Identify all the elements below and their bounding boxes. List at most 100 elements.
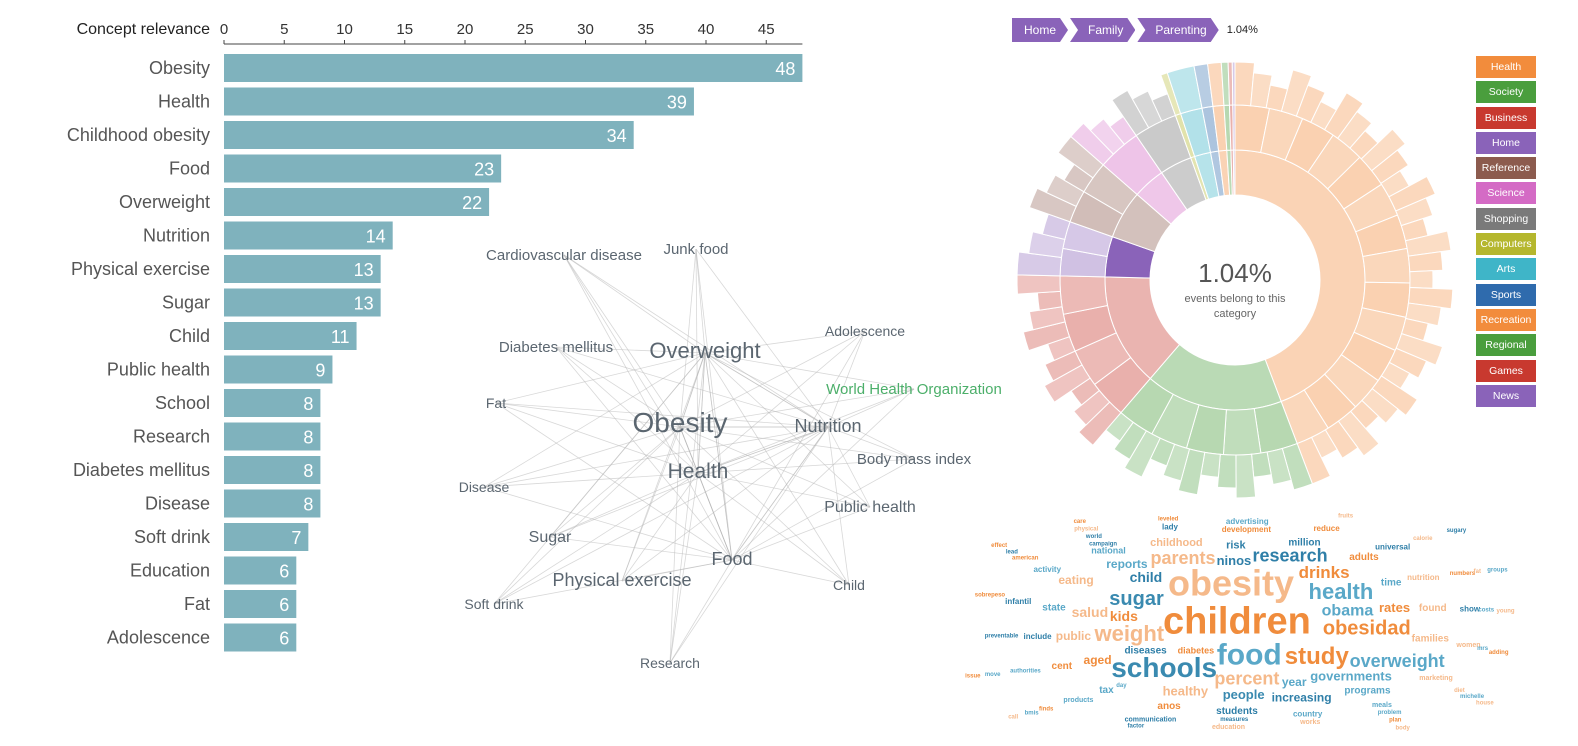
network-node-label[interactable]: Overweight <box>649 338 760 363</box>
sunburst-segment-home[interactable] <box>1016 213 1156 279</box>
network-edge <box>695 248 706 354</box>
network-node-label[interactable]: Research <box>640 655 700 671</box>
network-node-label[interactable]: Food <box>711 549 752 569</box>
network-node-label[interactable]: Sugar <box>529 529 572 546</box>
sunburst-segment-society[interactable] <box>1105 343 1314 499</box>
bar[interactable] <box>224 489 321 518</box>
bar[interactable] <box>224 590 297 618</box>
network-node-label[interactable]: World Health Organization <box>826 381 1002 398</box>
network-node-label[interactable]: Soft drink <box>464 596 524 612</box>
legend-item-home[interactable]: Home <box>1476 131 1536 154</box>
legend-item-health[interactable]: Health <box>1476 56 1536 78</box>
network-node-label[interactable]: Adolescence <box>825 323 905 339</box>
bar[interactable] <box>224 456 321 484</box>
word-cloud-word: education <box>1212 724 1245 731</box>
network-node-label[interactable]: Junk food <box>663 241 728 258</box>
bar[interactable] <box>224 87 694 116</box>
bar[interactable] <box>224 355 333 384</box>
word-cloud-word: diabetes <box>1178 645 1215 655</box>
legend-item-business[interactable]: Business <box>1476 106 1536 129</box>
word-cloud-word: ninos <box>1217 553 1252 568</box>
legend-item-shopping[interactable]: Shopping <box>1476 207 1536 230</box>
category-sunburst-chart[interactable]: 1.04% events belong to this category <box>1000 55 1470 505</box>
sunburst-segment-reference[interactable] <box>1028 135 1172 253</box>
network-node-label[interactable]: Physical exercise <box>552 570 691 590</box>
bar[interactable] <box>224 121 634 149</box>
word-cloud-word: world <box>1085 534 1102 540</box>
legend-item-computers[interactable]: Computers <box>1476 233 1536 256</box>
network-node-label[interactable]: Nutrition <box>794 416 861 436</box>
word-cloud-word: nutrition <box>1407 573 1440 582</box>
bar[interactable] <box>224 389 321 417</box>
bar[interactable] <box>224 322 357 350</box>
sunburst-arc[interactable] <box>1232 149 1236 196</box>
legend-item-reference[interactable]: Reference <box>1476 157 1536 180</box>
bar-value-label: 8 <box>303 495 313 515</box>
legend-item-arts[interactable]: Arts <box>1476 258 1536 281</box>
bar[interactable] <box>224 422 321 451</box>
bar[interactable] <box>224 255 381 283</box>
bar[interactable] <box>224 623 297 652</box>
bar[interactable] <box>224 154 502 183</box>
sunburst-segment-sports[interactable] <box>1193 63 1225 198</box>
sunburst-arc[interactable] <box>1222 408 1262 456</box>
bar-value-label: 13 <box>354 294 374 314</box>
sunburst-center-value: 1.04% <box>1198 258 1272 288</box>
network-edge <box>704 352 733 561</box>
legend-item-regional[interactable]: Regional <box>1476 334 1536 357</box>
sunburst-arc[interactable] <box>1231 61 1236 106</box>
network-node-label[interactable]: Cardiovascular disease <box>486 247 642 264</box>
network-edge <box>827 388 915 428</box>
sunburst-arc[interactable] <box>1036 290 1063 311</box>
word-cloud-word: authorities <box>1010 669 1041 675</box>
bar-value-label: 7 <box>291 528 301 548</box>
network-node-label[interactable]: Public health <box>824 499 916 516</box>
breadcrumb-parenting[interactable]: Parenting <box>1137 18 1218 42</box>
legend-item-news[interactable]: News <box>1476 384 1536 407</box>
legend-item-sports[interactable]: Sports <box>1476 283 1536 306</box>
sunburst-segment-business[interactable] <box>1016 274 1181 446</box>
bar[interactable] <box>224 54 803 82</box>
word-cloud-word: care <box>1074 519 1087 525</box>
word-cloud-word: healthy <box>1163 684 1209 699</box>
bar[interactable] <box>224 523 309 551</box>
network-edge <box>704 330 866 354</box>
word-cloud-word: fruits <box>1338 513 1354 519</box>
sunburst-arc[interactable] <box>1235 453 1257 499</box>
network-node-label[interactable]: Child <box>833 577 865 593</box>
bar[interactable] <box>224 221 393 250</box>
word-cloud-word: anos <box>1157 701 1181 712</box>
category-label: School <box>155 393 210 413</box>
network-node-label[interactable]: Disease <box>459 479 510 495</box>
network-node-label[interactable]: Body mass index <box>857 451 972 468</box>
word-cloud-word: found <box>1419 603 1447 614</box>
breadcrumb-home[interactable]: Home <box>1012 18 1068 42</box>
legend-item-society[interactable]: Society <box>1476 81 1536 104</box>
sunburst-segment-health[interactable] <box>1234 61 1454 485</box>
sunburst-arc[interactable] <box>1232 104 1236 151</box>
network-node-label[interactable]: Diabetes mellitus <box>499 339 613 356</box>
network-node-label[interactable]: Health <box>668 460 729 483</box>
sunburst-segment-arts[interactable] <box>1166 65 1220 200</box>
sunburst-center-caption: events belong to this <box>1185 293 1286 305</box>
sunburst-arc[interactable] <box>1409 270 1434 289</box>
x-tick-label: 20 <box>457 21 474 38</box>
bar[interactable] <box>224 188 490 216</box>
bar[interactable] <box>224 556 297 585</box>
network-node-label[interactable]: Obesity <box>633 407 728 438</box>
legend-item-recreation[interactable]: Recreation <box>1476 308 1536 331</box>
sunburst-segment-games[interactable] <box>1227 61 1235 196</box>
word-cloud-word: obesity <box>1168 563 1294 604</box>
word-cloud-word: people <box>1223 687 1265 702</box>
network-edge <box>495 402 829 428</box>
network-edge <box>563 254 706 354</box>
network-node-label[interactable]: Fat <box>486 395 506 411</box>
bar-value-label: 11 <box>331 327 350 347</box>
word-cloud-word: year <box>1282 675 1307 689</box>
breadcrumb-family[interactable]: Family <box>1070 18 1135 42</box>
legend-item-science[interactable]: Science <box>1476 182 1536 205</box>
legend-item-games[interactable]: Games <box>1476 359 1536 382</box>
sunburst-arc[interactable] <box>1016 274 1061 295</box>
bar[interactable] <box>224 288 381 317</box>
sunburst-segment-news[interactable] <box>1231 61 1236 196</box>
